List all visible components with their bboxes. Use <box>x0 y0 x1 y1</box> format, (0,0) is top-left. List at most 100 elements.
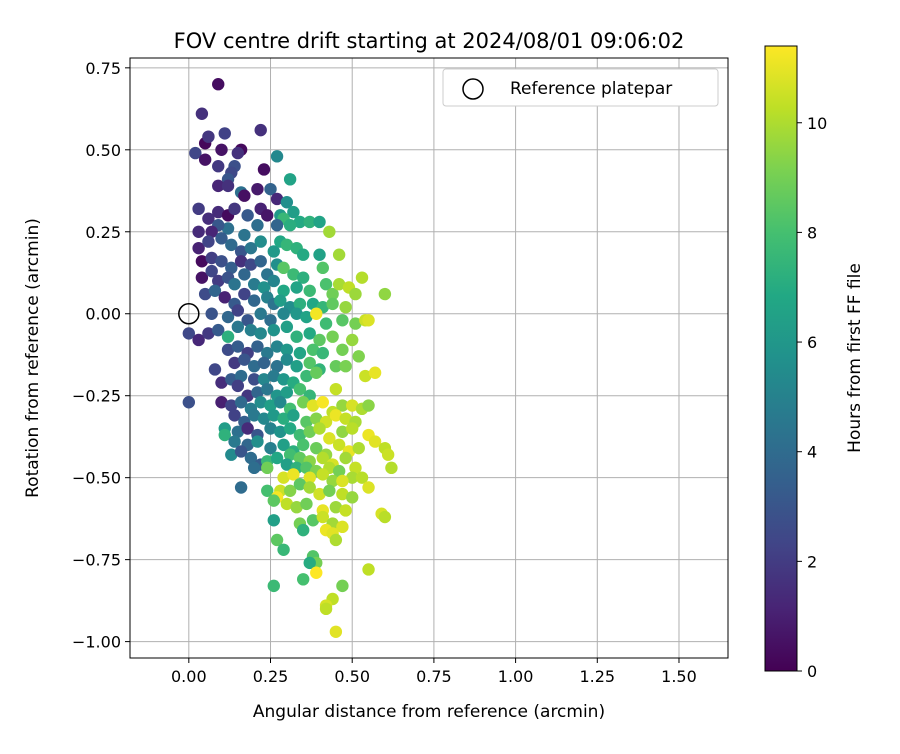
data-point <box>264 441 277 455</box>
data-point <box>270 192 284 206</box>
scatter-points <box>182 78 398 638</box>
data-point <box>283 173 297 186</box>
data-point <box>313 487 326 501</box>
data-point <box>306 514 320 527</box>
data-point <box>287 468 300 481</box>
data-point <box>274 396 287 409</box>
data-point <box>228 202 241 216</box>
data-point <box>247 461 261 475</box>
data-point <box>277 438 290 452</box>
data-point <box>257 356 271 370</box>
data-point <box>339 451 352 465</box>
data-point <box>251 182 264 196</box>
y-tick-label: 0.75 <box>85 59 121 78</box>
data-point <box>241 209 254 222</box>
data-point <box>290 359 303 373</box>
data-point <box>221 222 235 235</box>
data-point <box>234 255 248 268</box>
data-point <box>287 205 300 219</box>
data-point <box>293 478 307 491</box>
data-point <box>270 359 284 373</box>
data-point <box>362 563 375 576</box>
plot-frame <box>129 57 729 659</box>
data-point <box>326 474 339 488</box>
colorbar-tick-label: 0 <box>807 662 817 681</box>
data-point <box>362 314 375 327</box>
data-point <box>332 464 346 478</box>
data-point <box>303 284 316 297</box>
data-point <box>336 343 349 357</box>
x-tick-label: 1.25 <box>579 667 615 686</box>
data-point <box>313 248 326 261</box>
data-point <box>303 556 316 570</box>
data-point <box>192 225 205 238</box>
data-point <box>215 376 228 389</box>
data-point <box>189 146 202 160</box>
data-point <box>332 278 346 291</box>
data-point <box>316 396 329 409</box>
data-point <box>339 504 352 517</box>
data-point <box>254 255 267 268</box>
data-point <box>319 278 333 291</box>
data-point <box>355 471 369 484</box>
data-point <box>205 251 218 265</box>
data-point <box>352 350 365 363</box>
data-point <box>228 409 241 422</box>
data-point <box>306 343 320 357</box>
data-point <box>205 225 218 238</box>
data-point <box>296 248 310 261</box>
data-point <box>336 474 349 488</box>
data-point <box>277 543 290 557</box>
data-point <box>218 428 231 442</box>
data-point <box>251 435 264 448</box>
data-point <box>300 369 313 383</box>
y-tick-label: 0.25 <box>85 223 121 242</box>
data-point <box>241 422 254 435</box>
data-point <box>231 379 245 393</box>
data-point <box>359 369 372 383</box>
y-tick-label: −0.50 <box>72 469 121 488</box>
data-point <box>244 258 258 271</box>
data-point <box>326 330 339 343</box>
data-point <box>339 412 352 425</box>
data-point <box>205 307 218 320</box>
data-point <box>303 471 316 484</box>
data-point <box>303 425 316 438</box>
data-point <box>313 333 326 347</box>
data-point <box>238 287 251 301</box>
colorbar: 0 2 4 6 8 10 Hours from first FF file <box>764 45 865 681</box>
data-point <box>378 510 392 524</box>
data-point <box>349 287 362 301</box>
data-point <box>234 396 248 409</box>
data-point <box>251 386 264 399</box>
data-point <box>254 327 267 340</box>
data-point <box>280 386 294 399</box>
data-point <box>323 484 336 497</box>
data-point <box>336 579 349 593</box>
data-point <box>319 317 333 330</box>
y-tick-label: −0.75 <box>72 551 121 570</box>
data-point <box>247 359 261 373</box>
data-point <box>228 435 241 448</box>
data-point <box>300 415 313 429</box>
data-point <box>228 356 241 370</box>
data-point <box>329 382 343 396</box>
data-point <box>267 245 280 258</box>
data-point <box>323 432 336 445</box>
data-point <box>346 471 359 484</box>
data-point <box>352 441 365 455</box>
colorbar-tick-label: 2 <box>807 552 817 571</box>
data-point <box>274 294 287 307</box>
data-point <box>329 359 343 373</box>
data-point <box>346 491 359 504</box>
data-point <box>332 438 346 452</box>
data-point <box>212 179 225 193</box>
data-point <box>283 484 297 497</box>
data-point <box>215 143 228 157</box>
data-point <box>234 245 248 258</box>
data-point <box>261 461 274 475</box>
data-point <box>192 333 205 347</box>
data-point <box>238 228 251 242</box>
data-point <box>280 497 294 511</box>
data-point <box>182 396 196 409</box>
